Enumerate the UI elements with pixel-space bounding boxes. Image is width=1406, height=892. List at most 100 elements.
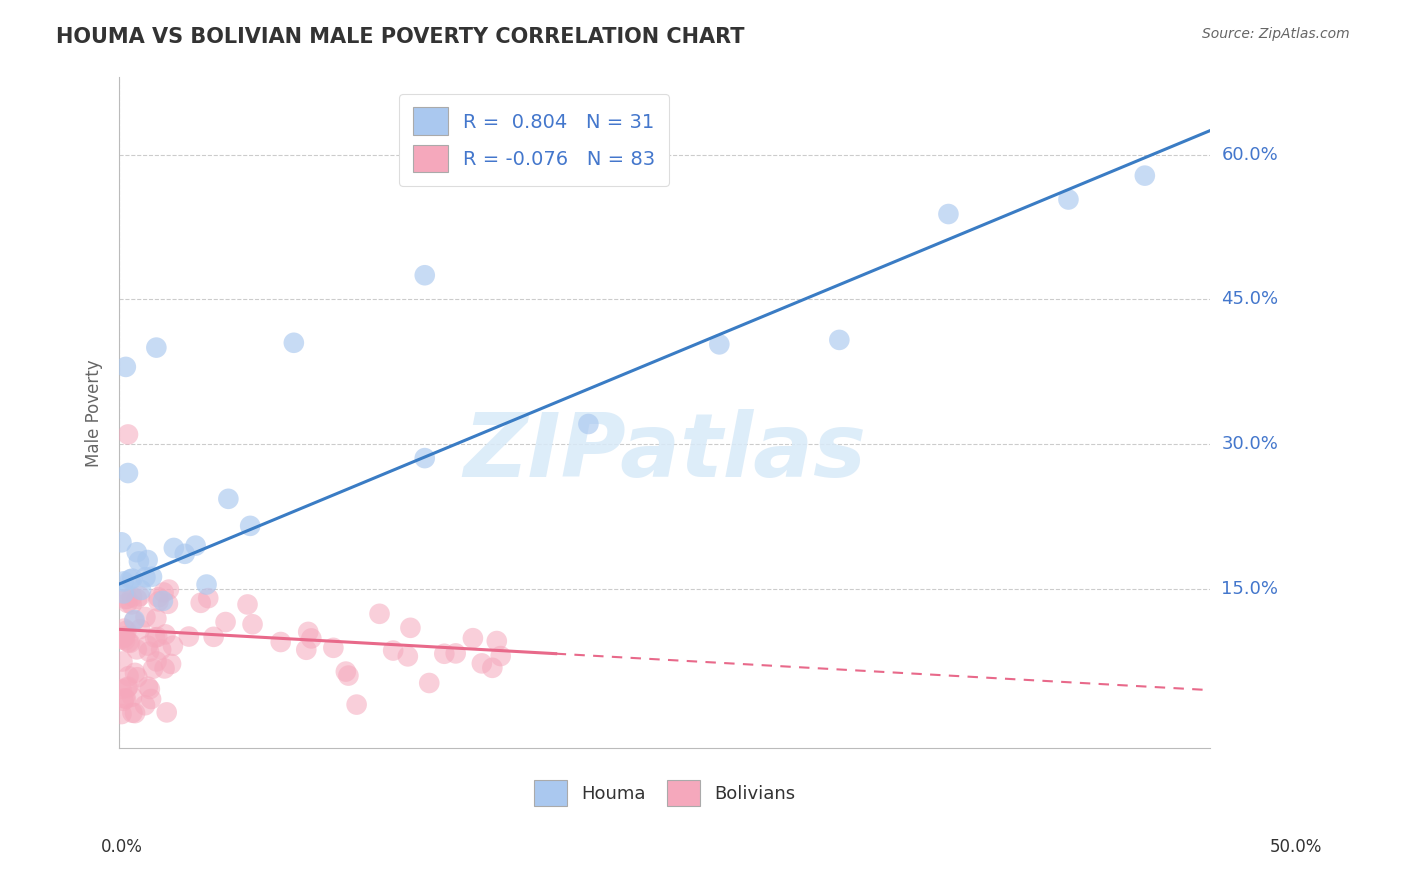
- Point: [117, 680, 139, 694]
- Point: [134, 570, 156, 584]
- Point: [121, 590, 143, 604]
- Point: [1057, 193, 1080, 207]
- Point: [396, 649, 419, 664]
- Point: [121, 706, 143, 720]
- Point: [120, 573, 142, 587]
- Point: [382, 643, 405, 657]
- Point: [121, 598, 143, 612]
- Point: [461, 631, 484, 645]
- Point: [177, 630, 200, 644]
- Point: [413, 268, 436, 283]
- Point: [150, 642, 173, 657]
- Point: [148, 594, 170, 608]
- Point: [128, 554, 150, 568]
- Text: 0.0%: 0.0%: [101, 838, 143, 855]
- Point: [110, 632, 132, 647]
- Point: [214, 615, 236, 629]
- Point: [938, 207, 960, 221]
- Point: [299, 632, 322, 646]
- Point: [297, 624, 319, 639]
- Point: [217, 491, 239, 506]
- Point: [156, 597, 179, 611]
- Point: [129, 582, 152, 597]
- Point: [112, 622, 135, 636]
- Point: [190, 596, 212, 610]
- Point: [138, 645, 160, 659]
- Point: [124, 613, 146, 627]
- Point: [828, 333, 851, 347]
- Point: [136, 553, 159, 567]
- Point: [127, 670, 149, 684]
- Point: [125, 642, 148, 657]
- Point: [1133, 169, 1156, 183]
- Point: [121, 690, 143, 704]
- Point: [146, 630, 169, 644]
- Point: [155, 627, 177, 641]
- Text: 45.0%: 45.0%: [1222, 291, 1278, 309]
- Point: [110, 681, 132, 696]
- Point: [117, 427, 139, 442]
- Point: [128, 589, 150, 603]
- Point: [444, 647, 467, 661]
- Point: [162, 639, 184, 653]
- Point: [156, 706, 179, 720]
- Point: [709, 337, 731, 351]
- Text: Source: ZipAtlas.com: Source: ZipAtlas.com: [1202, 27, 1350, 41]
- Point: [127, 591, 149, 606]
- Point: [283, 335, 305, 350]
- Point: [134, 698, 156, 713]
- Point: [153, 661, 176, 675]
- Point: [117, 591, 139, 606]
- Point: [152, 585, 174, 599]
- Point: [115, 624, 138, 638]
- Point: [576, 417, 599, 431]
- Point: [136, 680, 159, 694]
- Point: [145, 655, 167, 669]
- Point: [346, 698, 368, 712]
- Point: [335, 665, 357, 679]
- Point: [117, 466, 139, 480]
- Point: [117, 669, 139, 683]
- Point: [139, 692, 162, 706]
- Point: [295, 642, 318, 657]
- Legend: Houma, Bolivians: Houma, Bolivians: [527, 772, 803, 813]
- Point: [471, 657, 494, 671]
- Point: [270, 635, 292, 649]
- Point: [197, 591, 219, 606]
- Point: [242, 617, 264, 632]
- Point: [141, 570, 163, 584]
- Point: [121, 572, 143, 586]
- Point: [418, 676, 440, 690]
- Point: [112, 694, 135, 708]
- Point: [112, 631, 135, 645]
- Point: [433, 647, 456, 661]
- Text: HOUMA VS BOLIVIAN MALE POVERTY CORRELATION CHART: HOUMA VS BOLIVIAN MALE POVERTY CORRELATI…: [56, 27, 745, 46]
- Point: [145, 611, 167, 625]
- Text: 60.0%: 60.0%: [1222, 145, 1278, 163]
- Point: [114, 592, 136, 607]
- Point: [124, 706, 146, 720]
- Text: 30.0%: 30.0%: [1222, 435, 1278, 453]
- Point: [117, 681, 139, 695]
- Point: [195, 577, 218, 591]
- Point: [481, 661, 503, 675]
- Point: [160, 657, 183, 671]
- Point: [114, 691, 136, 706]
- Y-axis label: Male Poverty: Male Poverty: [86, 359, 103, 467]
- Point: [489, 649, 512, 664]
- Text: 50.0%: 50.0%: [1270, 838, 1322, 855]
- Point: [485, 634, 508, 648]
- Point: [139, 682, 162, 697]
- Point: [110, 535, 132, 549]
- Point: [110, 707, 132, 722]
- Point: [163, 541, 186, 555]
- Point: [322, 640, 344, 655]
- Point: [157, 582, 180, 597]
- Point: [111, 655, 134, 669]
- Point: [114, 359, 136, 374]
- Point: [122, 614, 145, 628]
- Point: [114, 633, 136, 648]
- Point: [112, 574, 135, 589]
- Text: 15.0%: 15.0%: [1222, 580, 1278, 598]
- Point: [236, 598, 259, 612]
